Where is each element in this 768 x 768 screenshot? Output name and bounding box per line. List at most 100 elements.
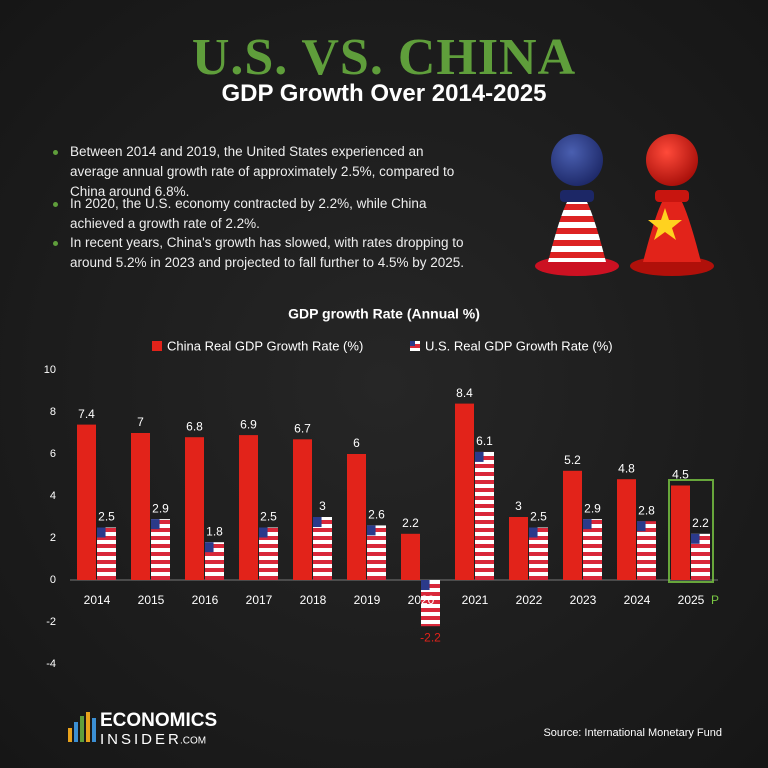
x-tick-label: 2016 (192, 593, 219, 607)
x-tick-label: 2020 (408, 593, 435, 607)
china-bar (509, 517, 528, 580)
us-canton (151, 519, 160, 530)
us-canton (637, 521, 646, 532)
x-tick-label: 2025 (678, 593, 705, 607)
projection-highlight (668, 479, 714, 583)
x-tick-label: 2019 (354, 593, 381, 607)
pawn-illustration (535, 134, 714, 276)
source: Source: International Monetary Fund (543, 727, 722, 739)
us-bar (691, 533, 710, 580)
y-tick-label: -2 (46, 616, 56, 628)
x-tick-label: 2022 (516, 593, 543, 607)
china-bar (239, 435, 258, 580)
value-label: 2.2 (692, 516, 709, 530)
x-tick-label: 2014 (84, 593, 111, 607)
subtitle: GDP Growth Over 2014-2025 (221, 80, 547, 107)
value-label: 4.8 (618, 461, 635, 475)
value-label: 8.4 (456, 386, 473, 400)
us-canton (97, 527, 106, 538)
value-label: 2.6 (368, 508, 385, 522)
us-canton (367, 525, 376, 536)
value-label: 6.1 (476, 434, 493, 448)
value-label: 5.2 (564, 453, 581, 467)
value-label: 2.9 (152, 501, 169, 515)
value-label: 2.5 (260, 510, 277, 524)
us-bar (259, 527, 278, 580)
legend-swatch (410, 341, 415, 346)
us-bar (529, 527, 548, 580)
china-bar (563, 470, 582, 580)
us-canton (205, 542, 214, 553)
us-bar (583, 519, 602, 580)
chart-title: GDP growth Rate (Annual %) (288, 306, 480, 322)
x-tick-label: 2021 (462, 593, 489, 607)
us-bar (475, 451, 494, 580)
us-bar (97, 527, 116, 580)
us-bar (421, 580, 440, 627)
china-bar (293, 439, 312, 580)
value-label: 2.8 (638, 503, 655, 517)
value-label: -2.2 (420, 630, 441, 644)
bullet: In 2020, the U.S. economy contracted by … (53, 194, 470, 234)
us-bar (151, 519, 170, 580)
brand-top: ECONOMICS (100, 710, 217, 731)
value-label: 7 (137, 415, 144, 429)
y-tick-label: 4 (50, 490, 56, 502)
legend-swatch (152, 341, 162, 351)
us-canton (583, 519, 592, 530)
us-canton (691, 533, 700, 544)
value-label: 2.5 (98, 510, 115, 524)
value-label: 4.5 (672, 468, 689, 482)
us-canton (529, 527, 538, 538)
brand-suffix: .COM (180, 736, 206, 747)
legend: China Real GDP Growth Rate (%) U.S. Real … (152, 338, 613, 353)
y-tick-label: 10 (44, 364, 56, 376)
china-bar (347, 454, 366, 580)
china-bar (401, 533, 420, 580)
value-label: 6.8 (186, 419, 203, 433)
title: U.S. VS. CHINA (191, 29, 577, 86)
china-bar (185, 437, 204, 580)
value-label: 2.2 (402, 516, 419, 530)
legend-label: U.S. Real GDP Growth Rate (%) (425, 338, 613, 353)
y-tick-label: 6 (50, 448, 56, 460)
us-canton (475, 451, 484, 462)
x-tick-label: 2018 (300, 593, 327, 607)
logo: ECONOMICS INSIDER .COM (68, 710, 217, 748)
y-tick-label: -4 (46, 658, 56, 670)
brand-bottom: INSIDER (100, 731, 182, 748)
china-bar (455, 403, 474, 580)
x-tick-label: 2017 (246, 593, 273, 607)
value-label: 6.7 (294, 421, 311, 435)
china-bar (671, 485, 690, 580)
projection-marker: P (711, 593, 719, 607)
value-label: 2.5 (530, 510, 547, 524)
value-label: 6 (353, 436, 360, 450)
us-canton (313, 517, 322, 527)
china-bar (77, 424, 96, 580)
value-label: 1.8 (206, 524, 223, 538)
value-label: 7.4 (78, 407, 95, 421)
us-bar (313, 517, 332, 580)
x-tick-label: 2015 (138, 593, 165, 607)
value-label: 6.9 (240, 417, 257, 431)
value-label: 3 (515, 499, 522, 513)
value-label: 2.9 (584, 501, 601, 515)
china-bar (131, 433, 150, 580)
x-tick-label: 2024 (624, 593, 651, 607)
value-label: 3 (319, 499, 326, 513)
us-canton (259, 527, 268, 538)
legend-label: China Real GDP Growth Rate (%) (167, 338, 363, 353)
x-tick-label: 2023 (570, 593, 597, 607)
y-tick-label: 8 (50, 406, 56, 418)
y-tick-label: 0 (50, 574, 56, 586)
bullet: In recent years, China's growth has slow… (53, 233, 470, 273)
us-bar (367, 525, 386, 580)
bullet: Between 2014 and 2019, the United States… (53, 142, 470, 202)
us-bar (637, 521, 656, 580)
china-bar (617, 479, 636, 580)
us-canton (421, 580, 430, 590)
y-tick-label: 2 (50, 532, 56, 544)
